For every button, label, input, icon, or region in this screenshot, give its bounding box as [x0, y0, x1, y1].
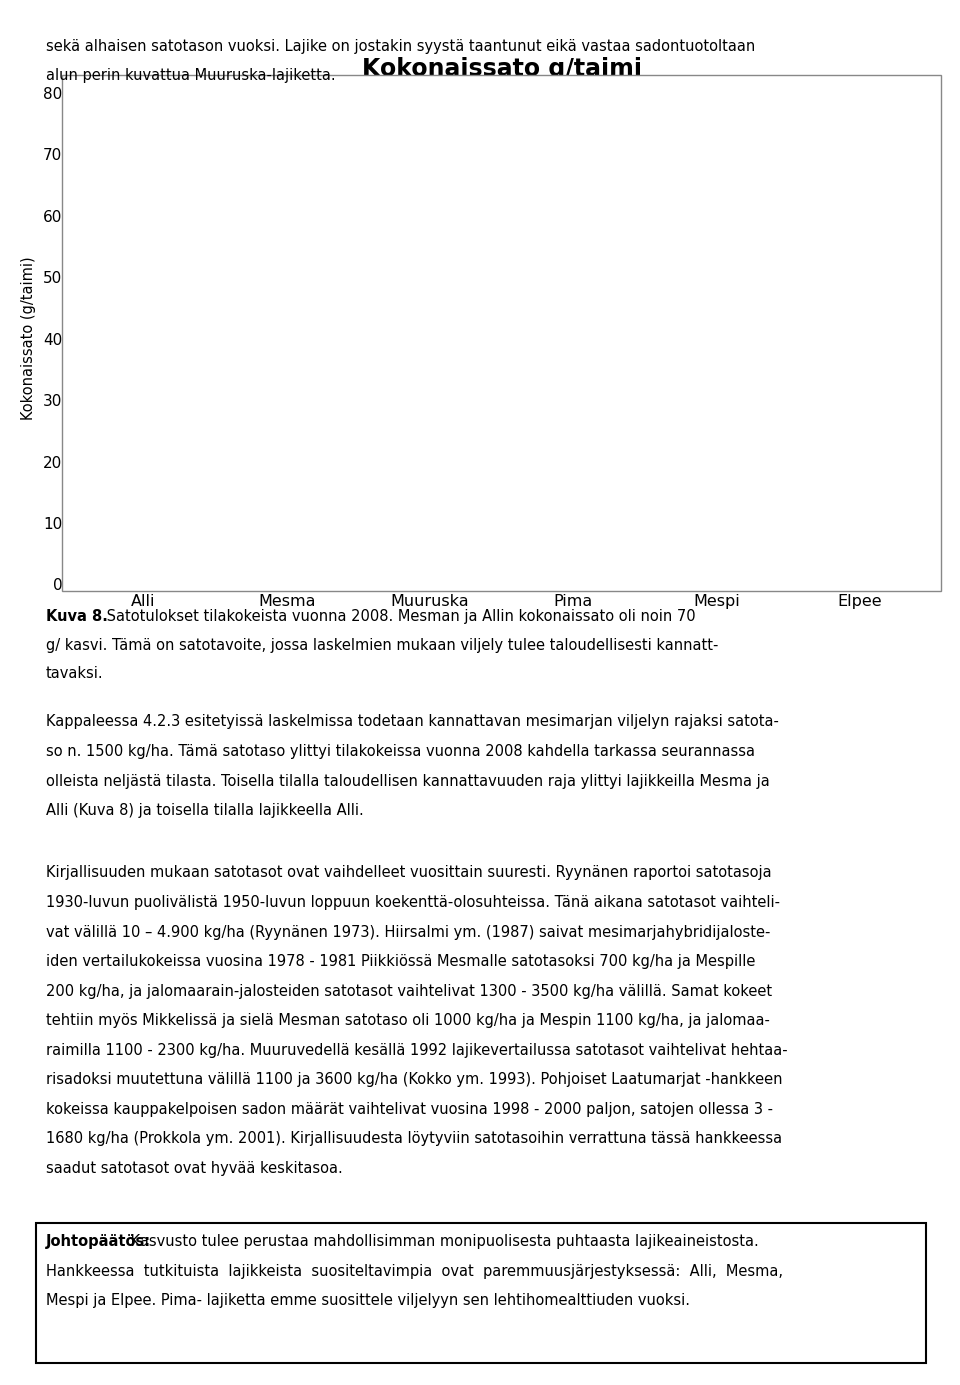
- Bar: [250, 136, 324, 584]
- Text: sekä alhaisen satotason vuoksi. Lajike on jostakin syystä taantunut eikä vastaa : sekä alhaisen satotason vuoksi. Lajike o…: [46, 39, 756, 54]
- Text: Satotasotavoite 63 g/taimi: Satotasotavoite 63 g/taimi: [520, 179, 706, 193]
- Text: olleista neljästä tilasta. Toisella tilalla taloudellisen kannattavuuden raja yl: olleista neljästä tilasta. Toisella tila…: [46, 774, 770, 788]
- Text: risadoksi muutettuna välillä 1100 ja 3600 kg/ha (Kokko ym. 1993). Pohjoiset Laat: risadoksi muutettuna välillä 1100 ja 360…: [46, 1072, 782, 1087]
- Text: Mespi ja Elpee. Pima- lajiketta emme suosittele viljelyyn sen lehtihomealttiuden: Mespi ja Elpee. Pima- lajiketta emme suo…: [46, 1294, 690, 1309]
- Text: saadut satotasot ovat hyvää keskitasoa.: saadut satotasot ovat hyvää keskitasoa.: [46, 1161, 343, 1176]
- Bar: [679, 339, 754, 584]
- Bar: [536, 307, 611, 584]
- Text: Satotulokset tilakokeista vuonna 2008. Mesman ja Allin kokonaissato oli noin 70: Satotulokset tilakokeista vuonna 2008. M…: [102, 609, 695, 625]
- Text: Hankkeessa  tutkituista  lajikkeista  suositeltavimpia  ovat  paremmuusjärjestyk: Hankkeessa tutkituista lajikkeista suosi…: [46, 1263, 783, 1278]
- Text: raimilla 1100 - 2300 kg/ha. Muuruvedellä kesällä 1992 lajikevertailussa satotaso: raimilla 1100 - 2300 kg/ha. Muuruvedellä…: [46, 1043, 788, 1058]
- Text: Kuva 8.: Kuva 8.: [46, 609, 108, 625]
- Text: Johtopäätös:: Johtopäätös:: [46, 1234, 152, 1249]
- Y-axis label: Kokonaissato (g/taimi): Kokonaissato (g/taimi): [21, 256, 36, 421]
- Text: Kirjallisuuden mukaan satotasot ovat vaihdelleet vuosittain suuresti. Ryynänen r: Kirjallisuuden mukaan satotasot ovat vai…: [46, 866, 772, 881]
- Text: 200 kg/ha, ja jalomaarain-jalosteiden satotasot vaihtelivat 1300 - 3500 kg/ha vä: 200 kg/ha, ja jalomaarain-jalosteiden sa…: [46, 983, 772, 999]
- Text: 17: 17: [470, 1345, 490, 1360]
- Text: alun perin kuvattua Muuruska-lajiketta.: alun perin kuvattua Muuruska-lajiketta.: [46, 68, 336, 83]
- Text: Kasvusto tulee perustaa mahdollisimman monipuolisesta puhtaasta lajikeaineistost: Kasvusto tulee perustaa mahdollisimman m…: [126, 1234, 758, 1249]
- Text: 1930-luvun puolivälistä 1950-luvun loppuun koekenttä-olosuhteissa. Tänä aikana s: 1930-luvun puolivälistä 1950-luvun loppu…: [46, 895, 780, 910]
- Bar: [823, 295, 897, 584]
- Bar: [107, 154, 180, 584]
- Text: g/ kasvi. Tämä on satotavoite, jossa laskelmien mukaan viljely tulee taloudellis: g/ kasvi. Tämä on satotavoite, jossa las…: [46, 638, 718, 652]
- Text: vat välillä 10 – 4.900 kg/ha (Ryynänen 1973). Hiirsalmi ym. (1987) saivat mesima: vat välillä 10 – 4.900 kg/ha (Ryynänen 1…: [46, 925, 771, 939]
- Text: tavaksi.: tavaksi.: [46, 666, 104, 681]
- Bar: [393, 536, 468, 584]
- Text: so n. 1500 kg/ha. Tämä satotaso ylittyi tilakokeissa vuonna 2008 kahdella tarkas: so n. 1500 kg/ha. Tämä satotaso ylittyi …: [46, 744, 756, 759]
- Text: kokeissa kauppakelpoisen sadon määrät vaihtelivat vuosina 1998 - 2000 paljon, sa: kokeissa kauppakelpoisen sadon määrät va…: [46, 1102, 773, 1116]
- Text: Kappaleessa 4.2.3 esitetyissä laskelmissa todetaan kannattavan mesimarjan viljel: Kappaleessa 4.2.3 esitetyissä laskelmiss…: [46, 715, 779, 730]
- Text: tehtiin myös Mikkelissä ja sielä Mesman satotaso oli 1000 kg/ha ja Mespin 1100 k: tehtiin myös Mikkelissä ja sielä Mesman …: [46, 1014, 770, 1028]
- Text: Alli (Kuva 8) ja toisella tilalla lajikkeella Alli.: Alli (Kuva 8) ja toisella tilalla lajikk…: [46, 803, 364, 819]
- Text: 1680 kg/ha (Prokkola ym. 2001). Kirjallisuudesta löytyviin satotasoihin verrattu: 1680 kg/ha (Prokkola ym. 2001). Kirjalli…: [46, 1132, 782, 1147]
- Text: iden vertailukokeissa vuosina 1978 - 1981 Piikkiössä Mesmalle satotasoksi 700 kg: iden vertailukokeissa vuosina 1978 - 198…: [46, 954, 756, 969]
- Title: Kokonaissato g/taimi: Kokonaissato g/taimi: [362, 57, 641, 82]
